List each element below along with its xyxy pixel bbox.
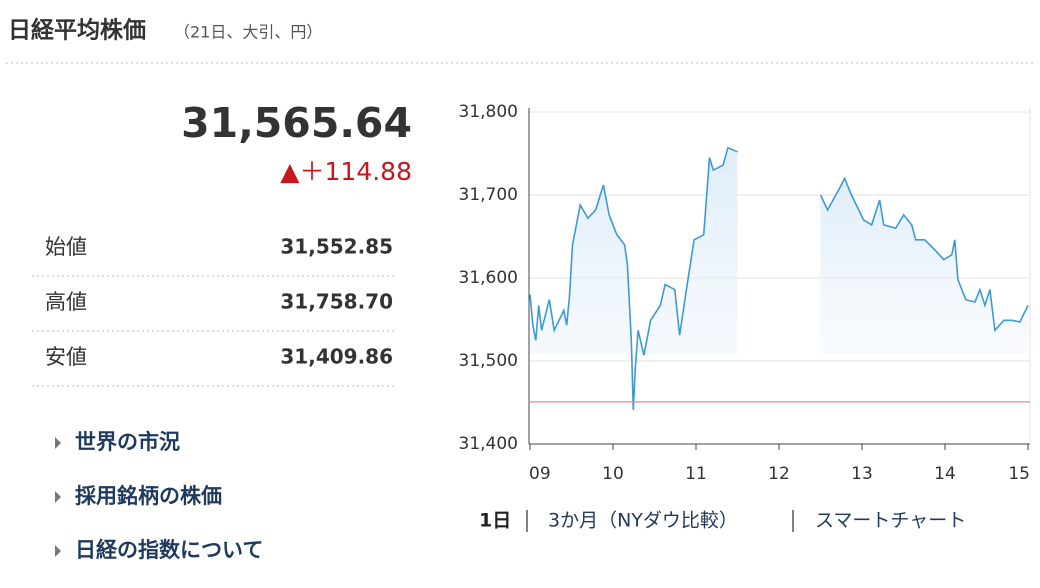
link-arrow	[55, 437, 61, 449]
chart: 31,400 31,500 31,600 31,700 31,800 09 10 11 12 13…	[459, 102, 1031, 484]
link-arrow	[55, 491, 61, 503]
y-tick-label: 31,700	[459, 185, 518, 205]
area	[530, 147, 738, 410]
line	[529, 146, 738, 411]
title: 日経平均株価	[8, 17, 146, 44]
x-tick-label: 15	[1008, 464, 1030, 484]
x-tick-label: 14	[934, 464, 956, 484]
price: 31,565.64	[181, 99, 412, 147]
x-tick-label: 12	[768, 464, 790, 484]
x-tick-label: 10	[602, 464, 624, 484]
x-tick-label: 13	[851, 464, 873, 484]
link-arrow	[55, 545, 61, 557]
tab[interactable]: 3か月（NYダウ比較）	[548, 510, 738, 532]
stat-value: 31,552.85	[280, 235, 393, 259]
line	[819, 176, 1029, 333]
stat-label: 始値	[45, 235, 87, 259]
area	[820, 178, 1028, 354]
tab: 1日	[479, 510, 511, 532]
tabs: 1日 3か月（NYダウ比較） スマートチャート	[479, 510, 966, 532]
y-tick-label: 31,800	[459, 102, 518, 122]
link[interactable]: 世界の市況	[75, 430, 180, 454]
y-tick-label: 31,500	[459, 351, 518, 371]
link[interactable]: 採用銘柄の株価	[75, 484, 222, 508]
y-tick-label: 31,600	[459, 268, 518, 288]
stats-table: 始値 31,552.85 高値 31,758.70 安値 31,409.86	[32, 235, 394, 387]
x-tick-label: 09	[529, 464, 551, 484]
stat-value: 31,409.86	[280, 345, 393, 369]
subtitle: （21日、大引、円）	[174, 23, 322, 42]
y-tick-label: 31,400	[459, 434, 518, 454]
x-tick-label: 11	[685, 464, 707, 484]
stat-label: 安値	[45, 345, 87, 369]
tab[interactable]: スマートチャート	[815, 510, 966, 532]
stat-label: 高値	[45, 290, 87, 314]
link[interactable]: 日経の指数について	[75, 538, 263, 562]
stat-value: 31,758.70	[280, 290, 393, 314]
change: ▲＋114.88	[280, 157, 412, 186]
